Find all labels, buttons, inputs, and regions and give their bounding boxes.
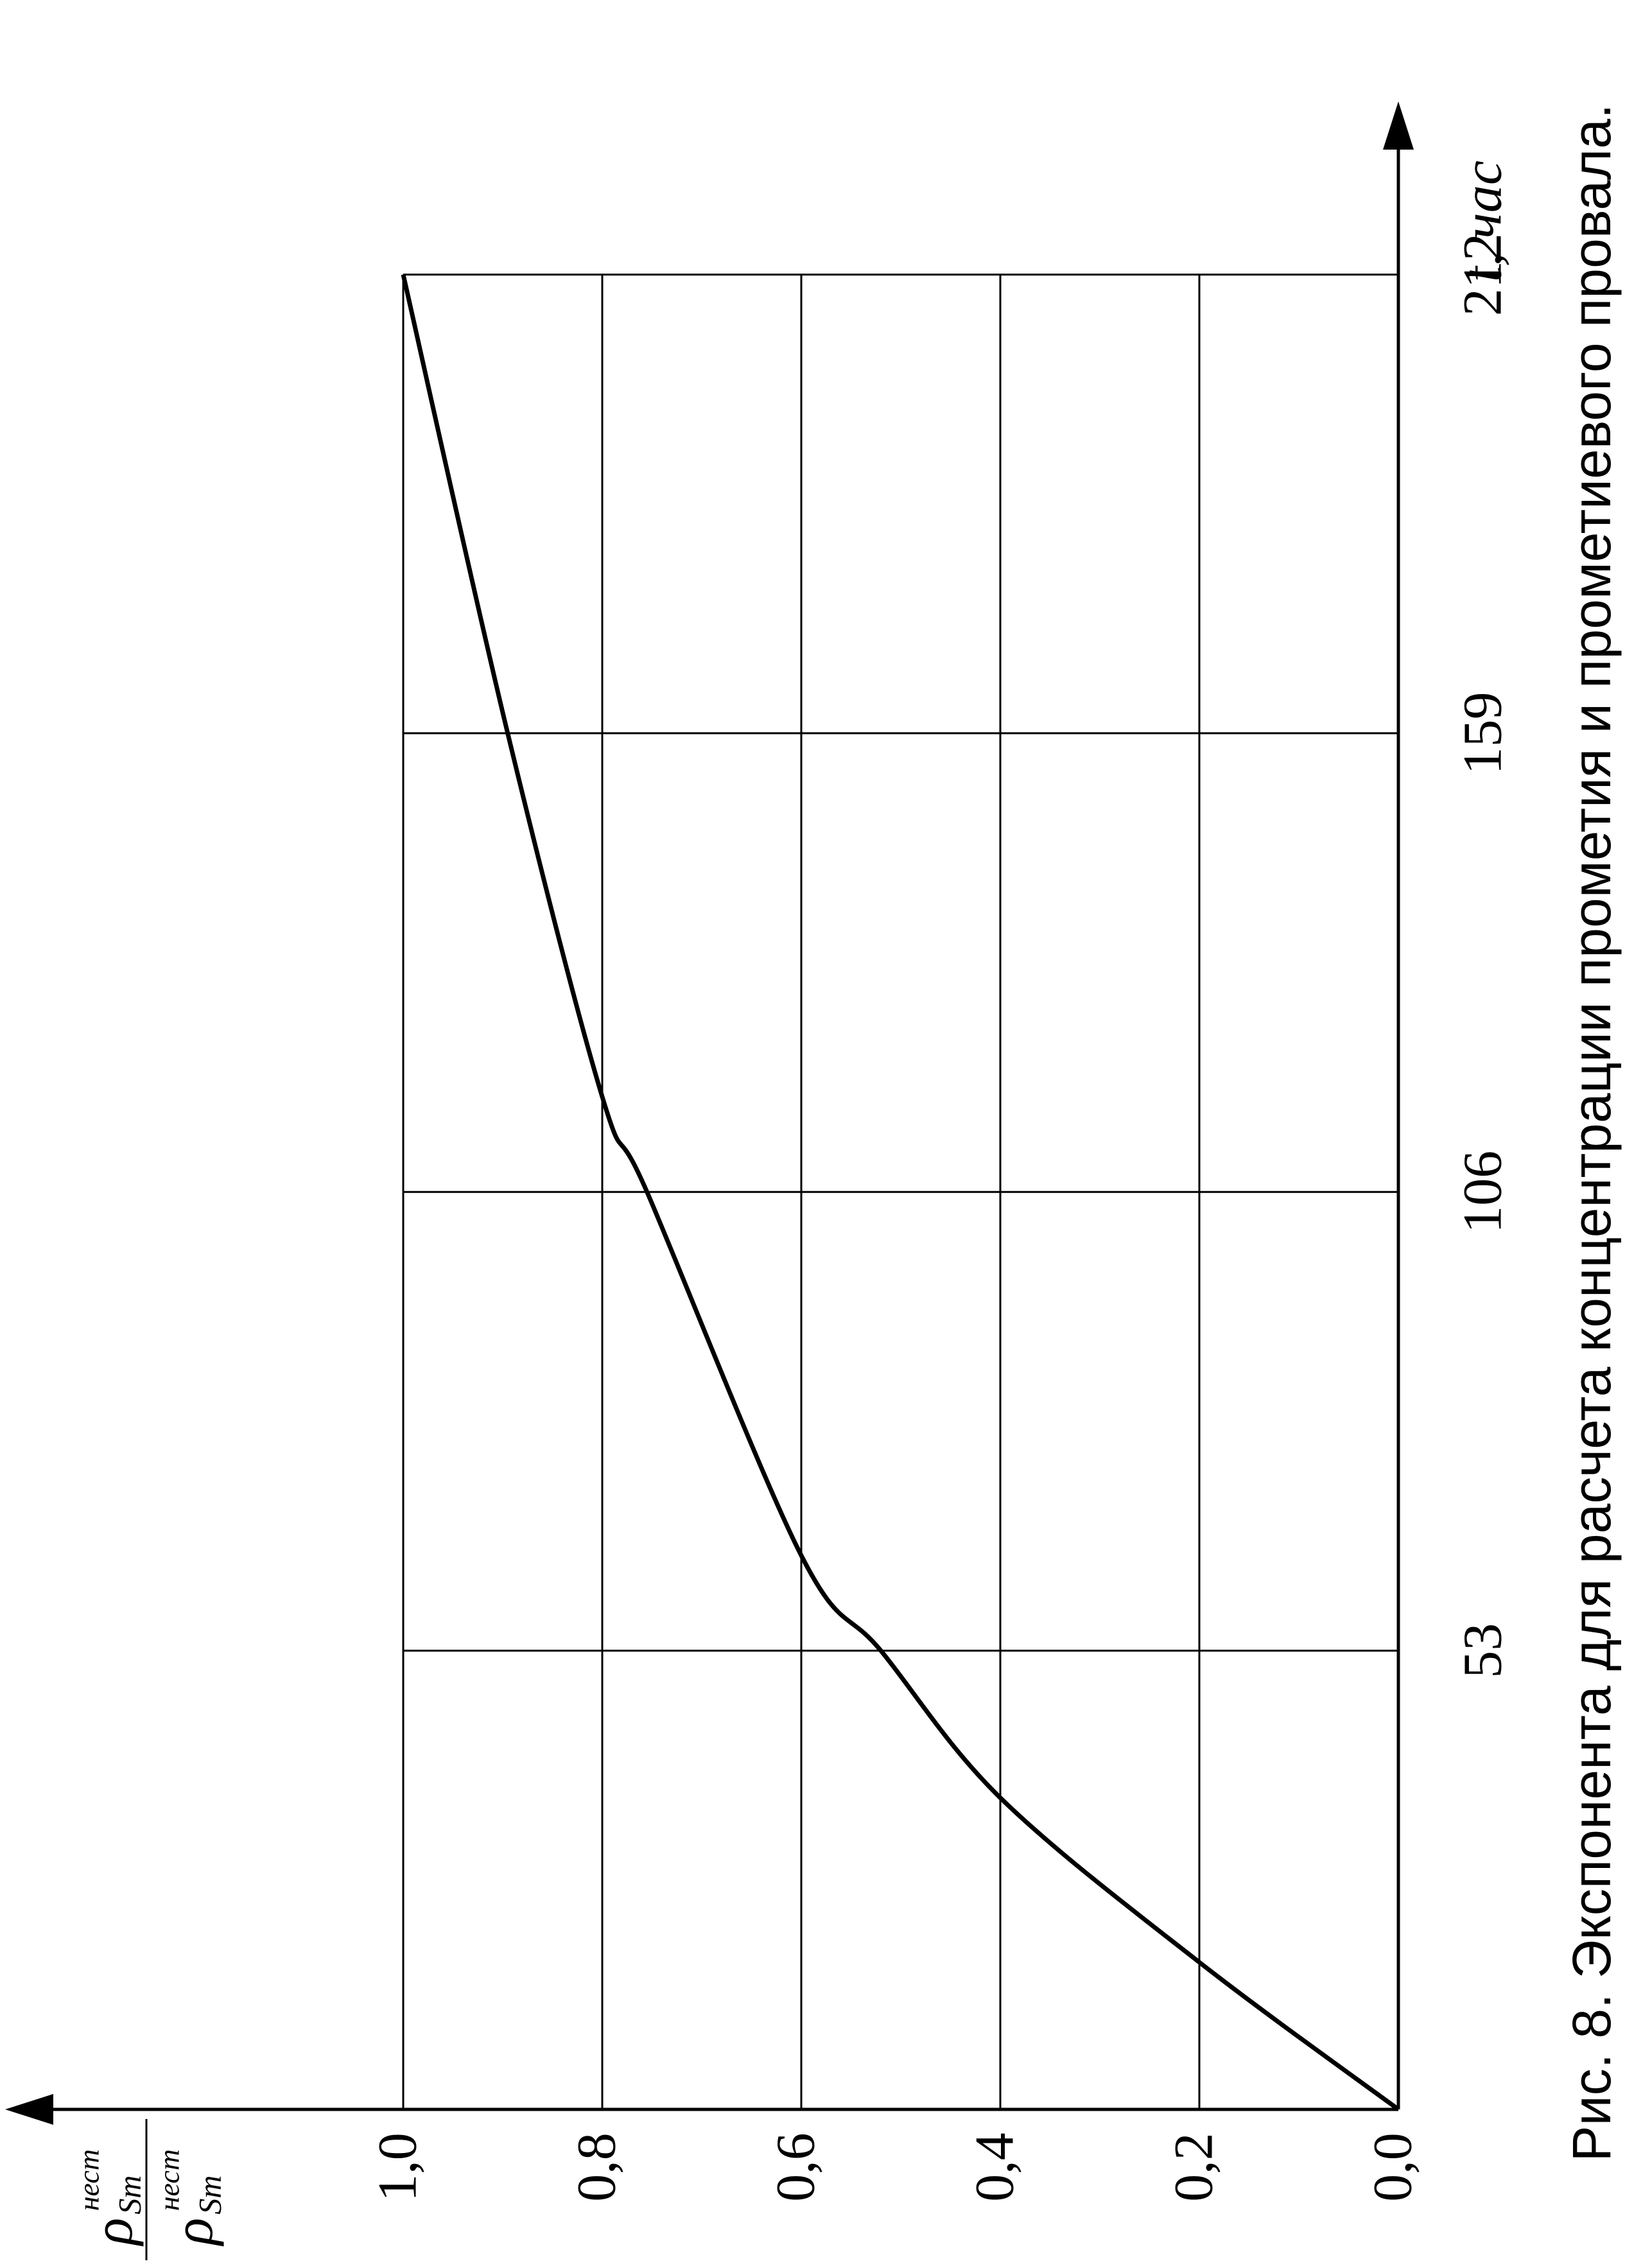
y-axis-label-subscript: Sm [111, 2175, 147, 2214]
y-axis-label-superscript: нест [73, 2149, 105, 2211]
x-tick-label: 53 [1452, 1623, 1513, 1679]
y-tick-label: 0,4 [964, 2133, 1025, 2202]
y-tick-label: 1,0 [367, 2133, 428, 2202]
y-axis-label-subscript: Sm [191, 2175, 227, 2214]
chart-title: Рис. 8. Экспонента для расчета концентра… [1561, 104, 1622, 2162]
x-axis-label: t, час [1452, 161, 1513, 282]
y-tick-label: 0,8 [566, 2133, 627, 2202]
x-tick-label: 212 [1452, 233, 1513, 316]
y-tick-label: 0,6 [765, 2133, 826, 2202]
y-tick-label: 0,2 [1163, 2133, 1224, 2202]
curve [401, 274, 1400, 2111]
y-tick-label: 0,0 [1362, 2133, 1423, 2202]
y-axis-label-symbol: ρ [162, 2218, 225, 2247]
x-axis-arrow [1383, 101, 1414, 150]
y-axis-label-symbol: ρ [82, 2218, 144, 2247]
x-tick-label: 106 [1452, 1151, 1513, 1234]
y-axis-arrow [5, 2094, 53, 2125]
y-axis-label-superscript: нест [153, 2149, 186, 2211]
x-tick-label: 159 [1452, 692, 1513, 774]
